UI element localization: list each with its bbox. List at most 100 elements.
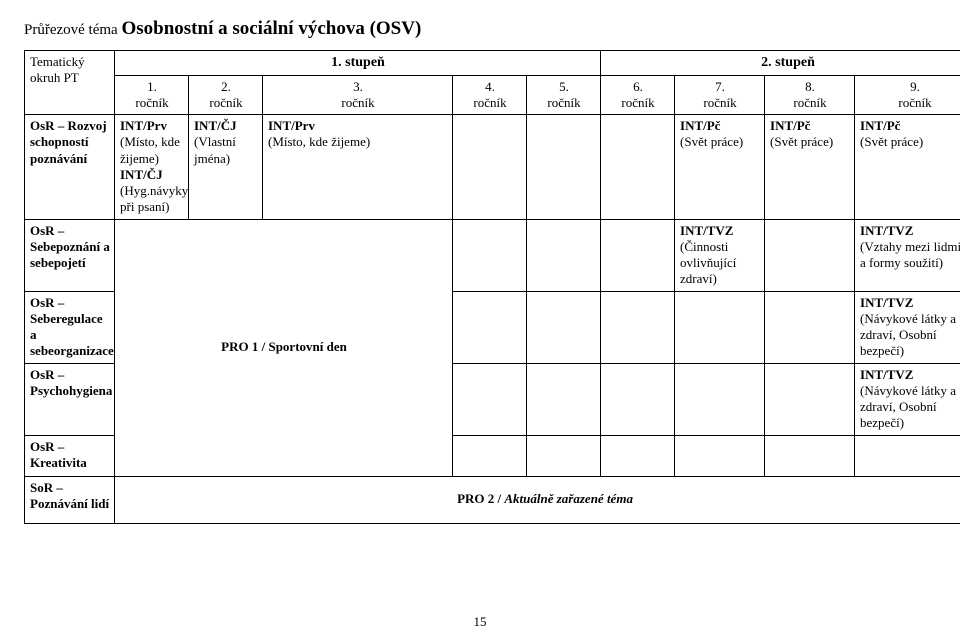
desc: (Svět práce) bbox=[680, 134, 743, 149]
row-header-label: Tematický okruh PT bbox=[25, 51, 115, 115]
row-label: OsR – Seberegulace a sebeorganizace bbox=[25, 291, 115, 363]
desc: (Svět práce) bbox=[770, 134, 833, 149]
year-num: 2. bbox=[221, 79, 231, 94]
year-num: 4. bbox=[485, 79, 495, 94]
code: INT/TVZ bbox=[860, 223, 913, 238]
year-num: 9. bbox=[910, 79, 920, 94]
year-row: 1.ročník 2.ročník 3.ročník 4.ročník 5.ro… bbox=[25, 75, 960, 115]
code: INT/Pč bbox=[770, 118, 810, 133]
row-label-text: OsR – Seberegulace a sebeorganizace bbox=[30, 295, 114, 359]
cell: INT/Prv (Místo, kde žijeme) INT/ČJ (Hyg.… bbox=[115, 115, 189, 220]
cell-empty bbox=[527, 115, 601, 220]
year-label: ročník bbox=[473, 95, 506, 110]
desc: (Místo, kde žijeme) bbox=[268, 134, 370, 149]
code: INT/TVZ bbox=[860, 367, 913, 382]
desc: (Svět práce) bbox=[860, 134, 923, 149]
cell: INT/Pč (Svět práce) bbox=[675, 115, 765, 220]
cell-empty bbox=[527, 363, 601, 435]
desc: (Návykové látky a zdraví, Osobní bezpečí… bbox=[860, 311, 956, 359]
year-num: 1. bbox=[147, 79, 157, 94]
row-label: SoR – Poznávání lidí bbox=[25, 476, 115, 523]
year-label: ročník bbox=[793, 95, 826, 110]
table-row: SoR – Poznávání lidí PRO 2 / Aktuálně za… bbox=[25, 476, 960, 523]
year-num: 3. bbox=[353, 79, 363, 94]
cell-empty bbox=[675, 291, 765, 363]
cell-empty bbox=[675, 435, 765, 476]
cell: INT/Pč (Svět práce) bbox=[765, 115, 855, 220]
page-number: 15 bbox=[0, 614, 960, 630]
year-label: ročník bbox=[621, 95, 654, 110]
year-num: 5. bbox=[559, 79, 569, 94]
code: INT/Prv bbox=[120, 118, 167, 133]
year-num: 7. bbox=[715, 79, 725, 94]
cell-empty bbox=[675, 363, 765, 435]
year-label: ročník bbox=[341, 95, 374, 110]
code: INT/TVZ bbox=[860, 295, 913, 310]
year-label: ročník bbox=[135, 95, 168, 110]
year-7: 7.ročník bbox=[675, 75, 765, 115]
year-label: ročník bbox=[547, 95, 580, 110]
desc: (Hyg.návyky při psaní) bbox=[120, 183, 188, 214]
year-2: 2.ročník bbox=[189, 75, 263, 115]
year-9: 9.ročník bbox=[855, 75, 960, 115]
cell-empty bbox=[527, 291, 601, 363]
stage-row: Tematický okruh PT 1. stupeň 2. stupeň bbox=[25, 51, 960, 76]
cell: INT/TVZ (Vztahy mezi lidmi a formy souži… bbox=[855, 219, 960, 291]
cell-empty bbox=[601, 115, 675, 220]
cell: INT/TVZ (Návykové látky a zdraví, Osobní… bbox=[855, 291, 960, 363]
stage-1: 1. stupeň bbox=[115, 51, 601, 76]
cell: INT/Prv (Místo, kde žijeme) bbox=[263, 115, 453, 220]
pro-1-cell: PRO 1 / Sportovní den bbox=[115, 219, 453, 476]
pro-1-text: PRO 1 / Sportovní den bbox=[221, 339, 347, 354]
desc: (Vlastní jména) bbox=[194, 134, 236, 165]
cell-empty bbox=[453, 115, 527, 220]
code: INT/ČJ bbox=[120, 167, 163, 182]
row-label: OsR – Sebepoznání a sebepojetí bbox=[25, 219, 115, 291]
year-label: ročník bbox=[703, 95, 736, 110]
row-label-text: OsR – Psychohygiena bbox=[30, 367, 112, 398]
year-8: 8.ročník bbox=[765, 75, 855, 115]
cell-empty bbox=[765, 435, 855, 476]
year-1: 1.ročník bbox=[115, 75, 189, 115]
cell-empty bbox=[765, 363, 855, 435]
row-label-text: OsR – Sebepoznání a sebepojetí bbox=[30, 223, 110, 271]
pro-2-cell: PRO 2 / Aktuálně zařazené téma bbox=[115, 476, 960, 523]
table-row: OsR – Rozvoj schopností poznávání INT/Pr… bbox=[25, 115, 960, 220]
year-5: 5.ročník bbox=[527, 75, 601, 115]
table-row: OsR – Sebepoznání a sebepojetí PRO 1 / S… bbox=[25, 219, 960, 291]
year-label: ročník bbox=[898, 95, 931, 110]
cell: INT/ČJ (Vlastní jména) bbox=[189, 115, 263, 220]
code: INT/TVZ bbox=[680, 223, 733, 238]
desc: (Vztahy mezi lidmi a formy soužití) bbox=[860, 239, 960, 270]
cell-empty bbox=[855, 435, 960, 476]
cell-empty bbox=[453, 291, 527, 363]
title-lead: Průřezové téma bbox=[24, 22, 121, 38]
row-label: OsR – Kreativita bbox=[25, 435, 115, 476]
cell-empty bbox=[765, 291, 855, 363]
cell-empty bbox=[453, 435, 527, 476]
row-label-text: OsR – Rozvoj schopností poznávání bbox=[30, 118, 107, 166]
desc: (Činnosti ovlivňující zdraví) bbox=[680, 239, 736, 287]
desc: (Místo, kde žijeme) bbox=[120, 134, 180, 165]
row-label: OsR – Psychohygiena bbox=[25, 363, 115, 435]
cell-empty bbox=[765, 219, 855, 291]
stage-2: 2. stupeň bbox=[601, 51, 960, 76]
year-num: 6. bbox=[633, 79, 643, 94]
row-label-text: OsR – Kreativita bbox=[30, 439, 87, 470]
year-3: 3.ročník bbox=[263, 75, 453, 115]
pro-2-prefix: PRO 2 / bbox=[457, 491, 504, 506]
page-title: Průřezové téma Osobnostní a sociální výc… bbox=[24, 18, 936, 40]
cell-empty bbox=[527, 219, 601, 291]
code: INT/Pč bbox=[680, 118, 720, 133]
cell: INT/TVZ (Činnosti ovlivňující zdraví) bbox=[675, 219, 765, 291]
cell-empty bbox=[601, 435, 675, 476]
year-4: 4.ročník bbox=[453, 75, 527, 115]
row-label-text: SoR – Poznávání lidí bbox=[30, 480, 109, 511]
year-num: 8. bbox=[805, 79, 815, 94]
cell: INT/Pč (Svět práce) bbox=[855, 115, 960, 220]
cell-empty bbox=[453, 363, 527, 435]
cell: INT/TVZ (Návykové látky a zdraví, Osobní… bbox=[855, 363, 960, 435]
pro-2-italic: Aktuálně zařazené téma bbox=[504, 491, 633, 506]
year-6: 6.ročník bbox=[601, 75, 675, 115]
curriculum-table: Tematický okruh PT 1. stupeň 2. stupeň 1… bbox=[24, 50, 960, 524]
